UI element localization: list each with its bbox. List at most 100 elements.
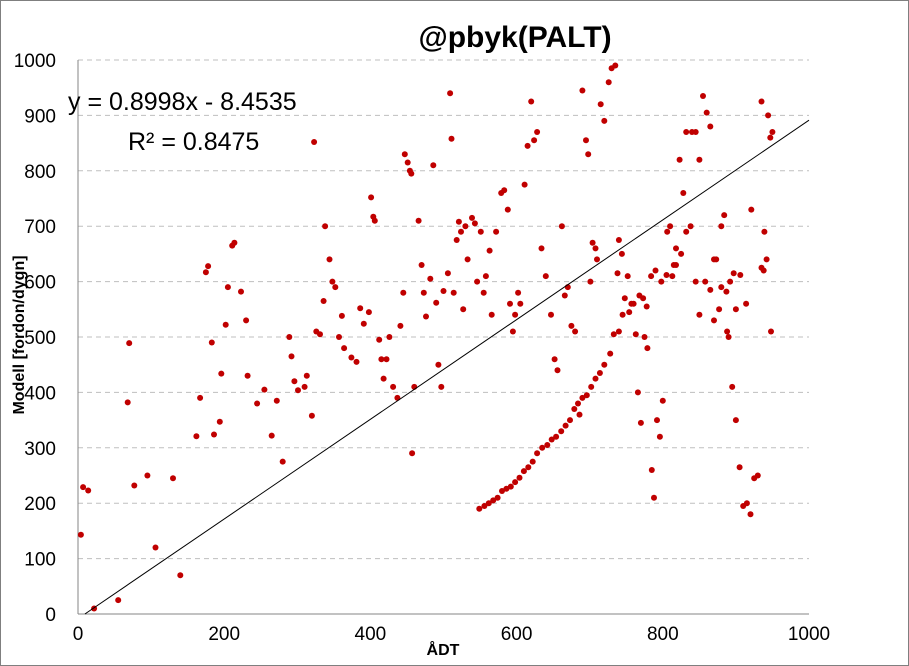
data-point: [464, 256, 471, 263]
data-point: [721, 212, 728, 219]
data-point: [692, 129, 699, 135]
data-point: [332, 284, 339, 291]
data-point: [568, 322, 575, 329]
data-point: [634, 389, 641, 396]
data-point: [329, 278, 336, 285]
data-point: [499, 488, 505, 494]
data-point: [126, 340, 133, 347]
data-point: [765, 112, 772, 119]
data-point: [512, 479, 519, 486]
data-point: [131, 482, 138, 489]
data-point: [558, 223, 565, 230]
data-point: [626, 309, 633, 316]
data-point: [438, 383, 445, 390]
data-point: [450, 289, 457, 296]
data-point: [529, 458, 536, 465]
data-point: [588, 383, 595, 390]
x-tick-label: 800: [647, 624, 679, 645]
data-point: [301, 383, 308, 390]
data-point: [585, 151, 592, 158]
data-point: [474, 278, 481, 285]
data-point: [718, 284, 725, 291]
data-point: [703, 109, 710, 116]
data-point: [736, 464, 743, 471]
data-point: [687, 223, 694, 230]
data-point: [177, 572, 184, 579]
data-point: [115, 597, 122, 604]
data-point: [592, 375, 599, 382]
data-point: [592, 245, 599, 252]
data-point: [515, 289, 522, 296]
y-tick-label: 1000: [14, 51, 56, 72]
data-point: [286, 334, 293, 340]
r-squared-label: R² = 0.8475: [128, 128, 259, 156]
data-point: [376, 336, 383, 343]
data-point: [322, 223, 329, 230]
data-point: [630, 300, 637, 307]
y-tick-labels: 0 100 200 300 400 500 600 700 800 900 1000: [14, 51, 56, 626]
data-point: [754, 472, 761, 479]
data-point: [205, 263, 212, 270]
data-point: [197, 394, 204, 401]
data-point: [702, 278, 709, 285]
data-point: [612, 62, 619, 69]
data-point: [295, 387, 301, 394]
trendline-equation: y = 0.8998x - 8.4535: [68, 88, 297, 116]
data-point: [524, 142, 531, 149]
data-point: [678, 250, 685, 257]
data-point: [561, 292, 568, 299]
data-point: [534, 129, 541, 135]
data-point: [440, 288, 447, 294]
data-point: [481, 503, 488, 509]
data-point: [211, 431, 217, 438]
y-tick-label: 0: [45, 605, 56, 626]
data-point: [575, 400, 581, 407]
data-point: [610, 331, 617, 338]
data-point: [619, 311, 626, 318]
data-point: [618, 250, 625, 257]
data-point: [723, 288, 730, 295]
data-point: [348, 354, 355, 361]
y-tick-label: 600: [24, 273, 56, 294]
data-point: [77, 531, 84, 538]
data-point: [420, 289, 427, 296]
data-point: [507, 300, 513, 307]
data-point: [597, 101, 604, 108]
x-tick-label: 1000: [788, 624, 830, 645]
x-tick-label: 200: [208, 624, 240, 645]
data-point: [493, 228, 500, 235]
data-point: [680, 190, 687, 196]
data-point: [743, 500, 750, 507]
data-point: [594, 256, 600, 263]
data-point: [538, 245, 545, 252]
data-point: [501, 187, 508, 194]
data-point: [85, 487, 92, 494]
data-point: [615, 328, 622, 335]
data-point: [469, 214, 475, 221]
data-point: [222, 321, 229, 328]
data-point: [193, 433, 200, 440]
data-point: [516, 474, 523, 481]
data-point: [408, 170, 415, 177]
data-point: [254, 400, 261, 407]
chart-title: @pbyk(PALT): [418, 21, 611, 54]
gridlines: [78, 59, 809, 560]
data-point: [460, 306, 467, 313]
data-point: [614, 270, 621, 277]
data-point: [244, 372, 251, 379]
data-point: [448, 135, 455, 142]
data-point: [534, 450, 541, 457]
data-point: [718, 223, 725, 230]
data-point: [423, 313, 429, 320]
data-point: [601, 361, 608, 368]
data-point: [643, 303, 650, 310]
data-point: [338, 312, 345, 319]
data-point: [696, 311, 703, 318]
data-point: [636, 292, 643, 299]
data-point: [548, 311, 554, 318]
data-point: [621, 295, 628, 302]
data-point: [444, 270, 451, 277]
data-point: [558, 428, 565, 435]
data-point: [737, 272, 744, 278]
data-point: [380, 375, 387, 382]
